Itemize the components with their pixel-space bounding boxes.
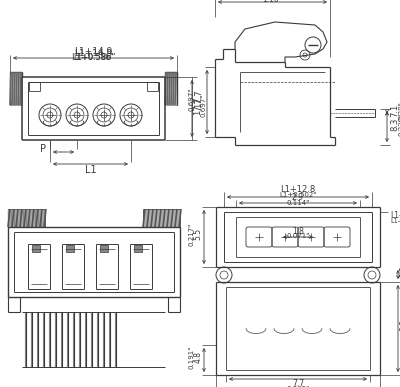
Text: L1+12.8: L1+12.8 bbox=[280, 185, 316, 195]
Text: L1: L1 bbox=[85, 165, 96, 175]
Text: 2.9: 2.9 bbox=[292, 194, 304, 202]
Text: 0.217": 0.217" bbox=[189, 223, 195, 246]
Text: L1+0.502": L1+0.502" bbox=[279, 192, 317, 198]
Text: 7.7: 7.7 bbox=[292, 380, 304, 387]
Text: 5.5: 5.5 bbox=[194, 228, 202, 240]
Bar bbox=[134, 245, 142, 252]
Text: 0.697": 0.697" bbox=[201, 94, 207, 117]
Text: 17.7: 17.7 bbox=[194, 96, 202, 115]
Text: L1+14.9: L1+14.9 bbox=[74, 48, 113, 57]
Text: 0.305": 0.305" bbox=[286, 386, 310, 387]
Text: L1-0.075": L1-0.075" bbox=[390, 218, 400, 224]
Text: 1.8: 1.8 bbox=[292, 226, 304, 236]
Text: P: P bbox=[40, 144, 46, 154]
Text: 0.28": 0.28" bbox=[398, 101, 400, 120]
Text: 0.114": 0.114" bbox=[286, 200, 310, 206]
Bar bbox=[100, 245, 108, 252]
Text: 0.697": 0.697" bbox=[189, 87, 195, 111]
Text: 8.3: 8.3 bbox=[390, 118, 400, 132]
Bar bbox=[10, 72, 22, 105]
Text: 0.191": 0.191" bbox=[189, 345, 195, 369]
Bar bbox=[8, 209, 45, 227]
Bar bbox=[32, 245, 40, 252]
Text: 1.16": 1.16" bbox=[262, 0, 283, 5]
Text: 4.8: 4.8 bbox=[194, 351, 202, 363]
Bar bbox=[66, 245, 74, 252]
Text: L1-1.9: L1-1.9 bbox=[390, 211, 400, 219]
Text: 17.7: 17.7 bbox=[194, 90, 204, 108]
Bar bbox=[165, 72, 177, 105]
Text: L1+0.586": L1+0.586" bbox=[71, 53, 116, 62]
Text: 0.071": 0.071" bbox=[286, 233, 310, 239]
Bar bbox=[143, 209, 180, 227]
Text: 0.329": 0.329" bbox=[398, 113, 400, 136]
Text: L1+14.9: L1+14.9 bbox=[74, 48, 113, 58]
Text: 7.1: 7.1 bbox=[390, 104, 400, 117]
Text: L1+0.586": L1+0.586" bbox=[73, 53, 114, 62]
